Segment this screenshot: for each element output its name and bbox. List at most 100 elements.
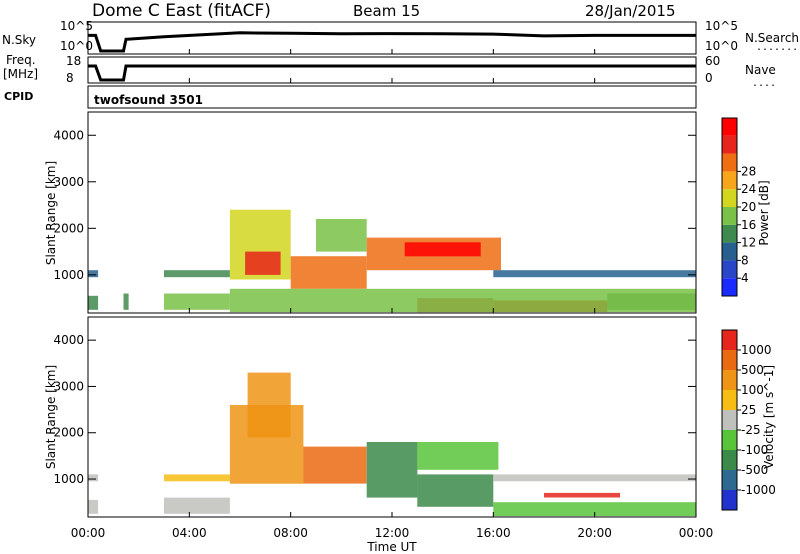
power-cbar-seg-1	[722, 260, 737, 279]
station-title: Dome C East (fitACF)	[92, 1, 271, 21]
power-ytick-label-2: 3000	[53, 175, 84, 189]
freq-tick-top: 18	[66, 54, 81, 68]
nave-tick-top: 60	[705, 54, 720, 68]
frequency-line	[88, 64, 696, 82]
power-cbar-label-0: 4	[741, 271, 749, 285]
nave-dots: ....	[752, 78, 776, 89]
nsearch-dots: ........	[756, 42, 800, 53]
velocity-cbar-label-5: -100	[741, 443, 768, 457]
date-label: 28/Jan/2015	[585, 2, 676, 20]
velocity-cbar-seg-0	[722, 490, 737, 510]
velocity-cbar-label-1: 500	[741, 363, 764, 377]
time-x-axis: 00:00 04:00 08:00 12:00 16:00 20:00 00:00	[71, 49, 714, 540]
velocity-colorbar-label: Velocity [m s^-1]	[762, 365, 776, 469]
velocity-ytick-label-0: 1000	[53, 472, 84, 486]
x-tick-label-4: 16:00	[476, 526, 511, 540]
power-cbar-seg-7	[722, 153, 737, 172]
power-cell-0	[88, 295, 99, 310]
frequency-series	[88, 64, 696, 82]
velocity-cbar-seg-1	[722, 470, 737, 490]
nsky-tick-top: 10^5	[60, 19, 93, 33]
velocity-ylabel: Slant Range [km]	[44, 365, 58, 469]
velocity-cbar-label-7: -1000	[741, 483, 776, 497]
velocity-cell-8	[417, 442, 499, 470]
velocity-cbar-label-6: -500	[741, 463, 768, 477]
velocity-cell-3	[164, 474, 230, 482]
velocity-cbar-seg-8	[722, 330, 737, 350]
nsky-tick-bottom: 10^0	[60, 39, 93, 53]
power-cbar-label-1: 8	[741, 253, 749, 267]
velocity-cbar-seg-7	[722, 350, 737, 370]
velocity-cbar-seg-2	[722, 450, 737, 470]
nsky-label: N.Sky	[2, 33, 36, 47]
power-ylabel: Slant Range [km]	[44, 161, 58, 265]
velocity-cell-6	[303, 446, 367, 484]
freq-tick-bottom: 8	[66, 71, 74, 85]
power-cbar-label-5: 24	[741, 182, 756, 196]
velocity-cell-2	[164, 497, 230, 514]
x-tick-label-6: 00:00	[679, 526, 714, 540]
x-tick-label-3: 12:00	[375, 526, 410, 540]
velocity-cell-11	[493, 474, 696, 482]
power-cell-6	[245, 251, 281, 275]
power-cell-13	[493, 270, 696, 278]
x-tick-label-2: 08:00	[273, 526, 308, 540]
power-cbar-seg-9	[722, 118, 737, 136]
noise-series	[88, 31, 696, 53]
power-cbar-seg-6	[722, 171, 737, 190]
power-cbar-label-2: 12	[741, 236, 756, 250]
power-cbar-seg-8	[722, 135, 737, 154]
cpid-label: CPID	[4, 90, 33, 103]
power-cbar-seg-3	[722, 224, 737, 243]
power-cbar-seg-2	[722, 242, 737, 261]
velocity-cbar-frame	[721, 329, 738, 511]
velocity-cell-1	[88, 474, 99, 482]
velocity-cell-12	[544, 492, 620, 498]
power-cbar-label-6: 28	[741, 164, 756, 178]
nave-label: Nave	[745, 63, 776, 77]
velocity-heatmap	[88, 372, 696, 517]
velocity-cbar-seg-5	[722, 390, 737, 410]
power-colorbar-label: Power [dB]	[757, 180, 771, 245]
nave-tick-bottom: 0	[705, 71, 713, 85]
velocity-cell-0	[88, 499, 99, 514]
freq-label-line1: Freq.	[6, 53, 36, 67]
noise-line	[88, 31, 696, 53]
velocity-cbar-label-0: 1000	[741, 343, 772, 357]
velocity-colorbar: 1000 500 100 25 -25 -100 -500 -1000	[721, 329, 776, 511]
cpid-value: twofsound 3501	[94, 93, 203, 107]
power-heatmap	[88, 209, 696, 313]
power-cbar-seg-4	[722, 207, 737, 225]
power-cell-15	[229, 288, 696, 313]
velocity-ytick-label-1: 2000	[53, 426, 84, 440]
velocity-cell-9	[417, 474, 494, 507]
velocity-cbar-label-3: 25	[741, 403, 756, 417]
power-cell-2	[123, 293, 129, 310]
x-tick-label-1: 04:00	[172, 526, 207, 540]
velocity-cbar-label-4: -25	[741, 423, 761, 437]
x-tick-label-0: 00:00	[71, 526, 106, 540]
velocity-cbar-label-2: 100	[741, 383, 764, 397]
velocity-y-axis: 1000 2000 3000 4000	[53, 333, 696, 486]
velocity-cell-10	[493, 502, 696, 517]
power-cell-8	[316, 219, 367, 252]
velocity-cbar-seg-3	[722, 430, 737, 450]
power-cell-7	[290, 256, 367, 289]
velocity-cbar-seg-4	[722, 410, 737, 430]
power-ytick-label-1: 2000	[53, 221, 84, 235]
x-axis-label: Time UT	[366, 540, 417, 554]
power-cbar-seg-5	[722, 189, 737, 207]
power-cell-3	[164, 293, 230, 310]
power-cell-10	[404, 242, 481, 257]
power-cbar-label-4: 20	[741, 200, 756, 214]
power-colorbar: 4 8 12 16 20 24 28	[721, 117, 756, 297]
cpid-panel-frame	[87, 85, 697, 109]
power-cell-4	[164, 270, 230, 278]
beam-label: Beam 15	[353, 2, 420, 20]
power-cbar-label-3: 16	[741, 218, 756, 232]
power-ytick-label-3: 4000	[53, 128, 84, 142]
power-cell-1	[88, 270, 99, 278]
velocity-cell-5	[247, 372, 291, 438]
velocity-cbar-seg-6	[722, 370, 737, 390]
